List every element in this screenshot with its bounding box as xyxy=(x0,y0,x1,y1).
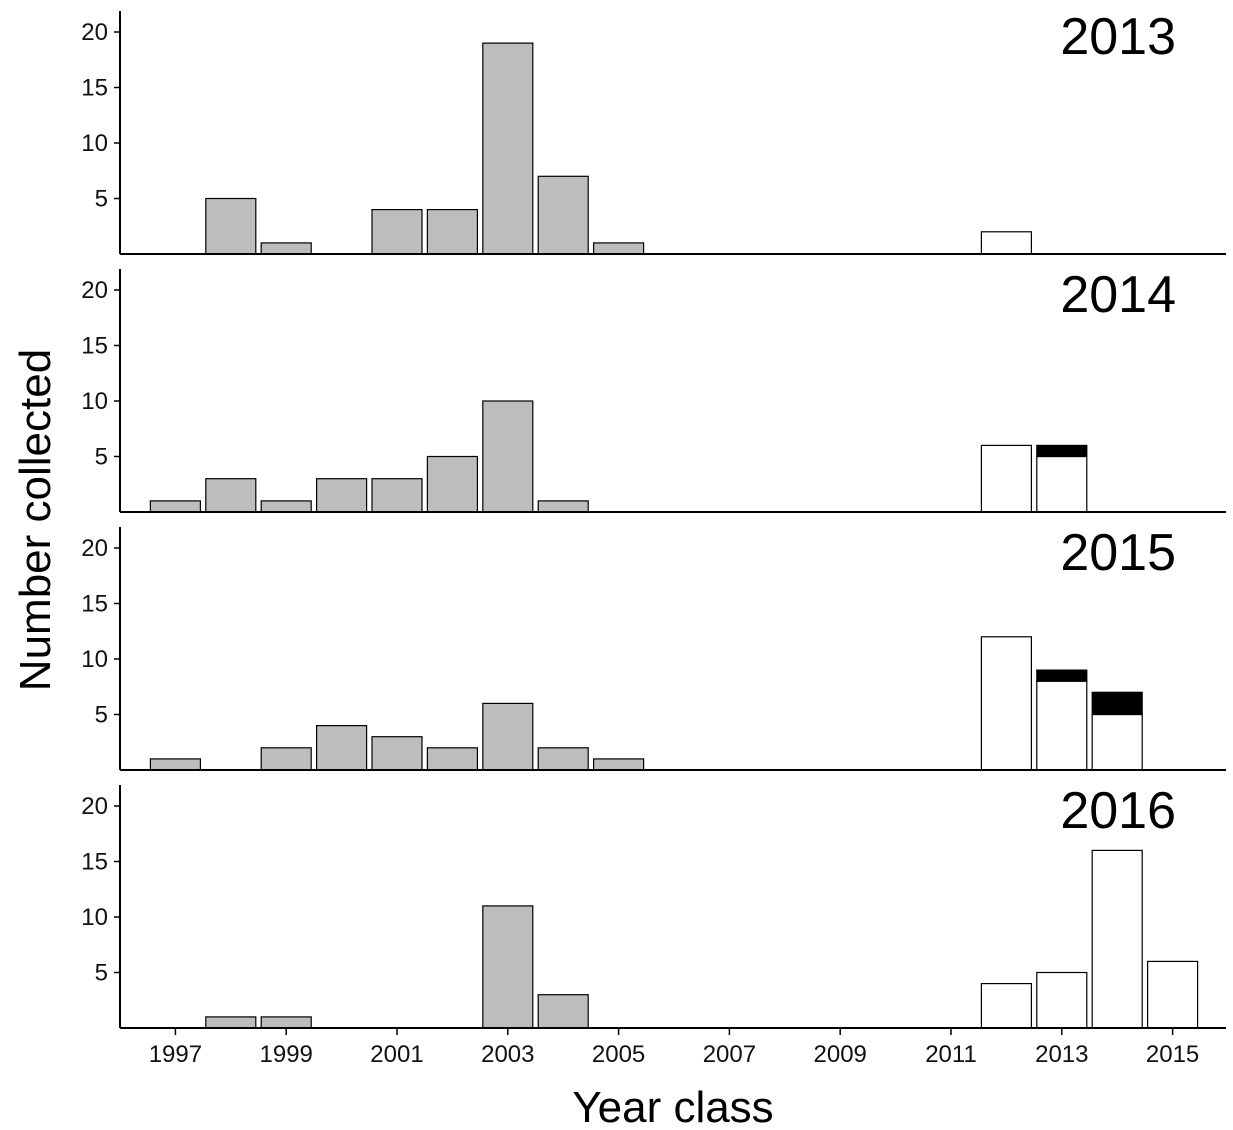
bar-2013-black xyxy=(1036,444,1088,458)
x-tick-label: 2003 xyxy=(481,1041,534,1068)
panel-2013: 5 10 15 20 2013 xyxy=(81,8,1226,255)
bar-2013-black xyxy=(1036,669,1088,682)
bar-2014-white xyxy=(1091,713,1143,771)
x-tick-label: 1999 xyxy=(260,1041,313,1068)
x-tick-label: 2013 xyxy=(1035,1041,1088,1068)
panel-title: 2013 xyxy=(1060,8,1176,66)
panel-title: 2015 xyxy=(1060,524,1176,582)
bar-1999-grey xyxy=(260,1016,312,1029)
bar-2013-white xyxy=(1036,455,1088,513)
bar-1998-grey xyxy=(205,1016,257,1029)
bar-1997-grey xyxy=(149,758,201,771)
y-tick-label: 10 xyxy=(81,904,108,931)
bar-1999-grey xyxy=(260,747,312,771)
bar-2004-grey xyxy=(537,175,589,255)
bar-2012-white xyxy=(980,444,1033,513)
panel-title: 2016 xyxy=(1060,782,1176,840)
bar-2003-grey xyxy=(482,42,534,255)
bar-2012-white xyxy=(980,982,1033,1029)
x-tick-label: 2005 xyxy=(592,1041,645,1068)
x-tick-label: 2015 xyxy=(1146,1041,1199,1068)
bar-2000-grey xyxy=(316,724,368,771)
y-tick-label: 20 xyxy=(81,535,108,562)
y-tick-label: 15 xyxy=(81,75,108,102)
x-tick-label: 2007 xyxy=(703,1041,756,1068)
y-tick-label: 20 xyxy=(81,277,108,304)
bar-2014-black xyxy=(1091,691,1143,716)
bar-1998-grey xyxy=(205,197,257,255)
y-axis-title: Number collected xyxy=(11,349,60,691)
y-tick-label: 10 xyxy=(81,130,108,157)
bar-2000-grey xyxy=(316,478,368,513)
x-tick-label: 2009 xyxy=(814,1041,867,1068)
y-tick-label: 15 xyxy=(81,849,108,876)
bar-1997-grey xyxy=(149,500,201,513)
bar-2014-white xyxy=(1091,849,1143,1029)
bar-2005-grey xyxy=(592,242,645,255)
y-tick-label: 15 xyxy=(81,333,108,360)
y-tick-label: 5 xyxy=(95,960,108,987)
bar-2003-grey xyxy=(482,400,534,513)
bar-2004-grey xyxy=(537,747,589,771)
y-tick-label: 10 xyxy=(81,646,108,673)
y-tick-label: 20 xyxy=(81,19,108,46)
bar-2001-grey xyxy=(371,209,423,255)
bar-2003-grey xyxy=(482,702,534,771)
y-tick-label: 20 xyxy=(81,793,108,820)
y-tick-label: 15 xyxy=(81,591,108,618)
bar-2002-grey xyxy=(426,747,478,771)
bar-2002-grey xyxy=(426,455,478,513)
bar-1998-grey xyxy=(205,478,257,513)
x-tick-label: 2001 xyxy=(370,1041,423,1068)
bar-1999-grey xyxy=(260,500,312,513)
panel-2014: 5 10 15 20 2014 xyxy=(81,266,1226,513)
bar-1999-grey xyxy=(260,242,312,255)
panel-title: 2014 xyxy=(1060,266,1176,324)
x-axis-title: Year class xyxy=(572,1083,773,1130)
x-tick-label: 1997 xyxy=(149,1041,202,1068)
bar-2003-grey xyxy=(482,905,534,1029)
bar-2012-white xyxy=(980,636,1033,771)
y-tick-label: 5 xyxy=(95,444,108,471)
bar-2015-white xyxy=(1146,960,1199,1029)
panel-2015: 5 10 15 20 2015 xyxy=(81,524,1226,771)
bar-2004-grey xyxy=(537,994,589,1029)
y-tick-label: 5 xyxy=(95,702,108,729)
panel-2016: 5 10 15 20 2016 xyxy=(81,782,1226,1029)
bar-2001-grey xyxy=(371,736,423,771)
bar-2002-grey xyxy=(426,209,478,255)
y-tick-label: 10 xyxy=(81,388,108,415)
bar-2004-grey xyxy=(537,500,589,513)
bar-2005-grey xyxy=(592,758,645,771)
bar-2013-white xyxy=(1036,971,1088,1029)
bar-2001-grey xyxy=(371,478,423,513)
bar-2012-white xyxy=(980,231,1033,255)
bar-2013-white xyxy=(1036,680,1088,771)
x-tick-label: 2011 xyxy=(925,1041,977,1068)
y-tick-label: 5 xyxy=(95,186,108,213)
